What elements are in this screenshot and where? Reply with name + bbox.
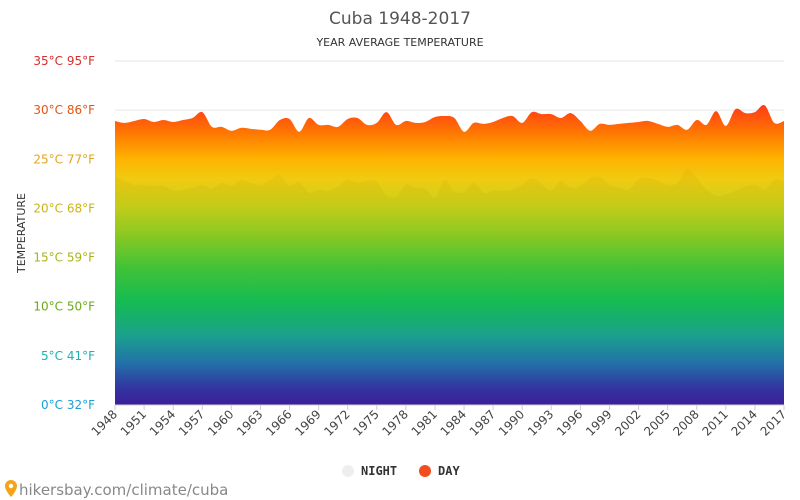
x-tick-label: 1960 xyxy=(205,407,236,438)
x-tick-label: 2011 xyxy=(699,407,730,438)
night-series-shade xyxy=(115,169,784,405)
legend-night-label[interactable]: NIGHT xyxy=(361,464,397,478)
y-tick-label: 30°C 86°F xyxy=(33,103,95,117)
legend-night-marker[interactable] xyxy=(342,465,354,477)
x-tick-labels: 1948195119541957196019631966196919721975… xyxy=(89,404,789,439)
y-tick-label: 15°C 59°F xyxy=(33,251,95,265)
night-series-area xyxy=(115,169,784,405)
chart-title: Cuba 1948-2017 xyxy=(329,9,471,29)
x-tick-label: 2008 xyxy=(670,407,701,438)
x-tick-label: 1954 xyxy=(147,407,178,438)
x-tick-label: 1990 xyxy=(496,407,527,438)
x-tick-label: 1984 xyxy=(438,407,469,438)
x-tick-label: 1999 xyxy=(583,407,614,438)
y-tick-label: 0°C 32°F xyxy=(41,398,95,412)
y-tick-label: 10°C 50°F xyxy=(33,300,95,314)
chart-subtitle: YEAR AVERAGE TEMPERATURE xyxy=(315,36,483,49)
y-axis-label: TEMPERATURE xyxy=(15,193,28,274)
y-tick-label: 25°C 77°F xyxy=(33,152,95,166)
legend-day-label[interactable]: DAY xyxy=(438,464,460,478)
x-tick-label: 1957 xyxy=(176,407,207,438)
x-tick-label: 1981 xyxy=(409,407,440,438)
x-tick-label: 2002 xyxy=(612,407,643,438)
x-tick-label: 1978 xyxy=(379,407,410,438)
x-tick-label: 1996 xyxy=(554,407,585,438)
x-tick-label: 1963 xyxy=(234,407,265,438)
x-tick-label: 1966 xyxy=(263,407,294,438)
x-tick-label: 1987 xyxy=(467,407,498,438)
x-tick-label: 1975 xyxy=(350,407,381,438)
legend-day-marker[interactable] xyxy=(419,465,431,477)
x-tick-label: 2017 xyxy=(758,407,789,438)
y-tick-label: 35°C 95°F xyxy=(33,54,95,68)
x-tick-label: 1951 xyxy=(118,407,149,438)
footer-link[interactable]: hikersbay.com/climate/cuba xyxy=(5,480,228,499)
y-tick-label: 20°C 68°F xyxy=(33,201,95,215)
plot-area xyxy=(115,104,784,406)
legend: NIGHT DAY xyxy=(342,464,460,478)
location-pin-dot xyxy=(8,483,14,489)
x-tick-label: 2014 xyxy=(729,407,760,438)
y-tick-labels: 0°C 32°F 5°C 41°F 10°C 50°F 15°C 59°F 20°C 6… xyxy=(33,54,95,412)
x-tick-label: 1993 xyxy=(525,407,556,438)
y-tick-label: 5°C 41°F xyxy=(41,349,95,363)
x-tick-label: 1969 xyxy=(292,407,323,438)
x-tick-label: 1972 xyxy=(321,407,352,438)
location-pin-icon xyxy=(5,480,17,497)
x-tick-label: 2005 xyxy=(641,407,672,438)
footer-text[interactable]: hikersbay.com/climate/cuba xyxy=(19,481,228,499)
